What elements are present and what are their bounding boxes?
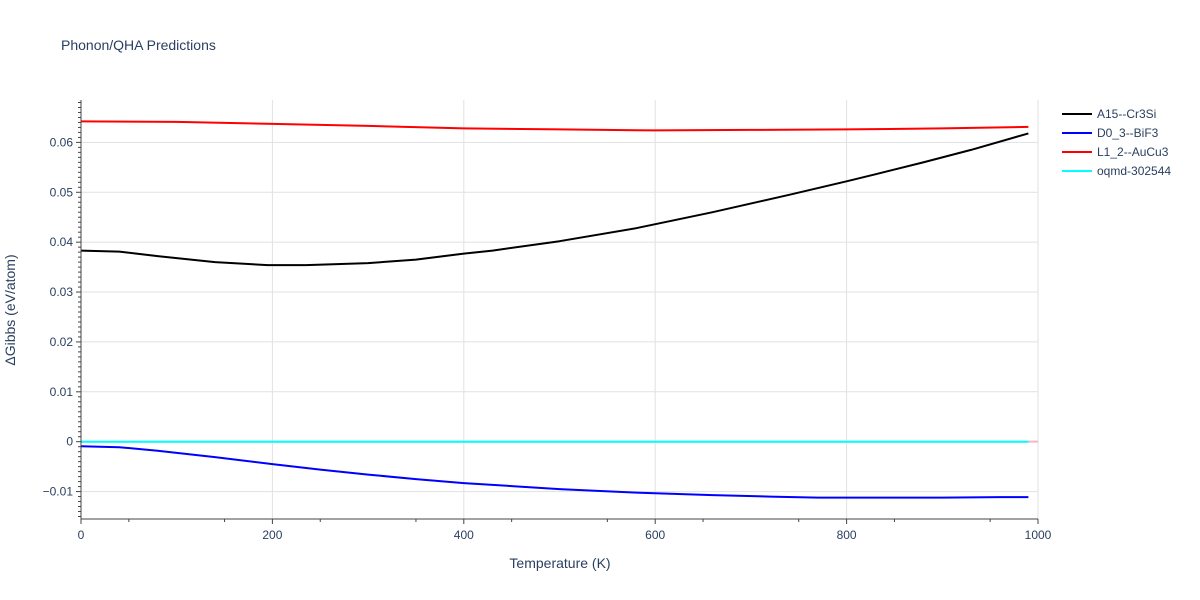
series-line-l1-2-aucu3 (80, 120, 1029, 132)
y-tick-label: 0.03 (50, 285, 74, 299)
series-lines (80, 120, 1029, 499)
x-axis-label: Temperature (K) (509, 555, 610, 571)
series-line-d0-3-bif3 (80, 445, 1029, 499)
y-tick-label: −0.01 (43, 485, 74, 499)
legend-item[interactable]: L1_2--AuCu3 (1062, 145, 1169, 159)
x-tick-label: 600 (645, 528, 665, 542)
x-tick-label: 200 (262, 528, 282, 542)
legend-item[interactable]: D0_3--BiF3 (1062, 126, 1159, 140)
y-tick-label: 0.05 (50, 185, 74, 199)
legend[interactable]: A15--Cr3Si D0_3--BiF3 L1_2--AuCu3 oqmd-3025… (1062, 107, 1171, 178)
x-axis-ticks: 0 200 400 600 800 1000 (78, 519, 1052, 542)
y-tick-label: 0.01 (50, 385, 74, 399)
x-tick-label: 800 (837, 528, 857, 542)
y-tick-label: 0.06 (50, 135, 74, 149)
legend-label: L1_2--AuCu3 (1097, 145, 1169, 159)
y-axis-ticks: −0.01 0 0.01 0.02 0.03 0.04 0.05 0.06 (43, 101, 81, 518)
legend-label: D0_3--BiF3 (1097, 126, 1159, 140)
axes (80, 100, 1038, 520)
series-line-a15-cr3si (80, 132, 1029, 267)
grid-lines (81, 100, 1039, 519)
legend-label: oqmd-302544 (1097, 164, 1171, 178)
legend-item[interactable]: oqmd-302544 (1062, 164, 1171, 178)
chart-title: Phonon/QHA Predictions (61, 37, 216, 53)
y-tick-label: 0.04 (50, 235, 74, 249)
y-tick-label: 0.02 (50, 335, 74, 349)
x-tick-label: 400 (454, 528, 474, 542)
x-tick-label: 1000 (1025, 528, 1052, 542)
legend-item[interactable]: A15--Cr3Si (1062, 107, 1156, 121)
x-tick-label: 0 (78, 528, 85, 542)
y-tick-label: 0 (66, 435, 73, 449)
legend-label: A15--Cr3Si (1097, 107, 1156, 121)
y-axis-label: ΔGibbs (eV/atom) (2, 254, 18, 365)
